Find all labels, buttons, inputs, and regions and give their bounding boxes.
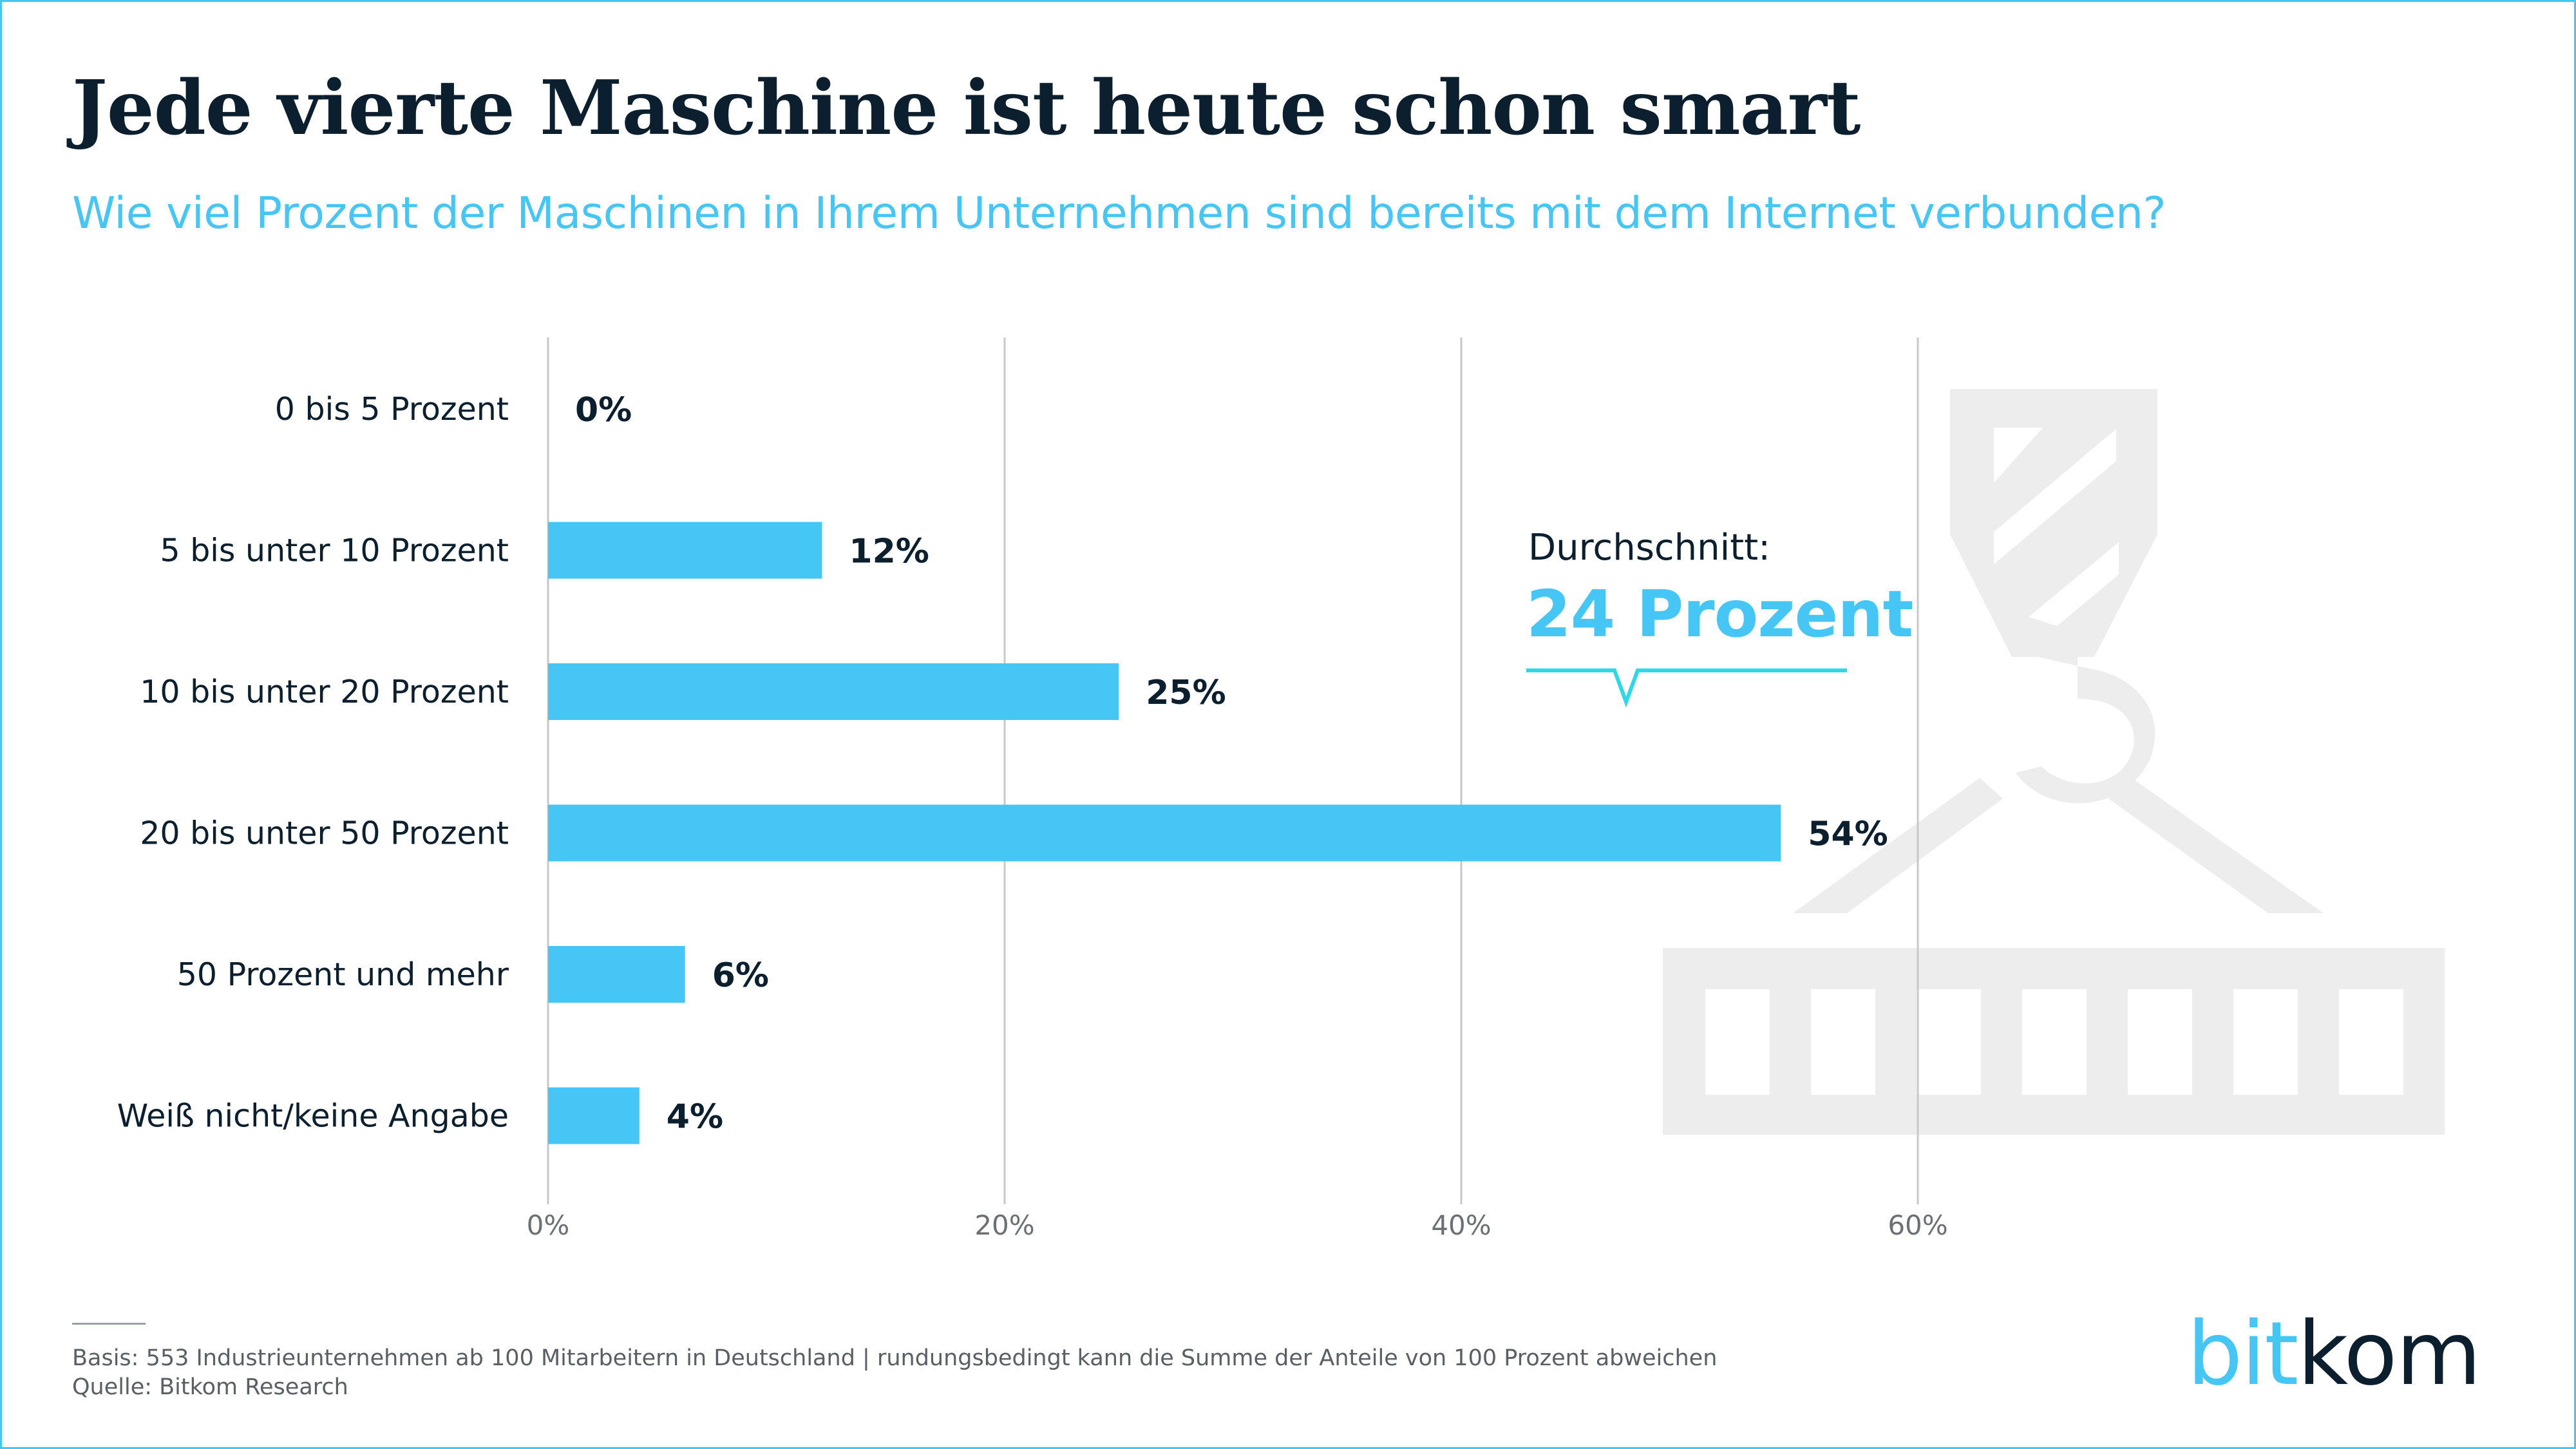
x-tick-label: 60%: [1888, 1209, 1947, 1241]
category-label: 0 bis 5 Prozent: [275, 391, 509, 428]
bar: [548, 804, 1781, 862]
footnote-source: Quelle: Bitkom Research: [72, 1374, 348, 1400]
bar: [548, 522, 822, 579]
data-label: 4%: [667, 1098, 723, 1137]
speech-bubble-icon: [1526, 668, 1847, 708]
data-label: 25%: [1146, 674, 1226, 712]
chart-title: Jede vierte Maschine ist heute schon sma…: [72, 64, 1861, 152]
footnote-divider: [72, 1323, 146, 1325]
category-label: Weiß nicht/keine Angabe: [117, 1098, 509, 1135]
average-value: 24 Prozent: [1526, 576, 1913, 652]
data-label: 6%: [712, 956, 769, 995]
chart-subtitle: Wie viel Prozent der Maschinen in Ihrem …: [72, 188, 2166, 239]
bar: [548, 1087, 639, 1144]
footnote-basis: Basis: 553 Industrieunternehmen ab 100 M…: [72, 1345, 1718, 1371]
crane-hook-container-icon: [1663, 389, 2445, 1135]
bar: [548, 946, 685, 1003]
category-label: 5 bis unter 10 Prozent: [160, 533, 509, 569]
average-label: Durchschnitt:: [1528, 527, 1770, 569]
data-label: 12%: [849, 533, 929, 571]
category-label: 20 bis unter 50 Prozent: [140, 815, 509, 852]
x-tick-label: 20%: [974, 1209, 1034, 1241]
x-tick-label: 40%: [1431, 1209, 1491, 1241]
category-label: 10 bis unter 20 Prozent: [140, 674, 509, 710]
bar: [548, 663, 1119, 720]
x-tick-label: 0%: [527, 1209, 570, 1241]
category-label: 50 Prozent und mehr: [177, 956, 509, 993]
data-label: 54%: [1808, 815, 1888, 854]
bitkom-logo: bitkom: [2187, 1303, 2481, 1405]
data-label: 0%: [575, 391, 632, 430]
